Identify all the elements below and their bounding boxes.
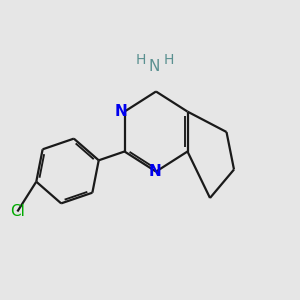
- Text: N: N: [149, 164, 161, 179]
- Text: H: H: [135, 53, 146, 67]
- Text: H: H: [164, 53, 174, 67]
- Text: N: N: [149, 59, 160, 74]
- Text: Cl: Cl: [10, 204, 25, 219]
- Text: N: N: [115, 104, 128, 119]
